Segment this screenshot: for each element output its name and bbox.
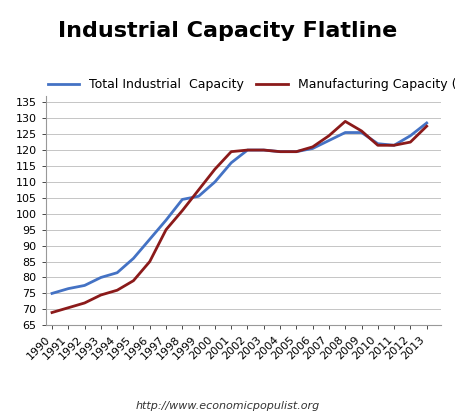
Total Industrial  Capacity bbox=[196, 194, 202, 199]
Total Industrial  Capacity bbox=[278, 149, 283, 154]
Total Industrial  Capacity bbox=[66, 286, 71, 291]
Total Industrial  Capacity bbox=[245, 148, 250, 153]
Manufacturing Capacity (NAICS) bbox=[212, 167, 217, 172]
Manufacturing Capacity (NAICS) bbox=[228, 149, 234, 154]
Total Industrial  Capacity bbox=[98, 275, 104, 280]
Total Industrial  Capacity bbox=[261, 148, 267, 153]
Total Industrial  Capacity bbox=[310, 146, 315, 151]
Manufacturing Capacity (NAICS) bbox=[326, 133, 332, 138]
Total Industrial  Capacity bbox=[49, 291, 55, 296]
Manufacturing Capacity (NAICS) bbox=[82, 301, 87, 306]
Manufacturing Capacity (NAICS) bbox=[359, 128, 364, 133]
Manufacturing Capacity (NAICS) bbox=[180, 208, 185, 213]
Total Industrial  Capacity bbox=[228, 160, 234, 165]
Legend: Total Industrial  Capacity, Manufacturing Capacity (NAICS): Total Industrial Capacity, Manufacturing… bbox=[43, 73, 455, 96]
Manufacturing Capacity (NAICS) bbox=[147, 259, 152, 264]
Total Industrial  Capacity bbox=[424, 121, 430, 126]
Text: Industrial Capacity Flatline: Industrial Capacity Flatline bbox=[58, 21, 397, 41]
Manufacturing Capacity (NAICS) bbox=[98, 292, 104, 297]
Total Industrial  Capacity bbox=[82, 283, 87, 288]
Total Industrial  Capacity bbox=[326, 138, 332, 143]
Manufacturing Capacity (NAICS) bbox=[424, 124, 430, 129]
Line: Manufacturing Capacity (NAICS): Manufacturing Capacity (NAICS) bbox=[52, 121, 427, 312]
Total Industrial  Capacity bbox=[391, 143, 397, 148]
Manufacturing Capacity (NAICS) bbox=[261, 148, 267, 153]
Total Industrial  Capacity bbox=[212, 179, 217, 184]
Total Industrial  Capacity bbox=[343, 130, 348, 135]
Line: Total Industrial  Capacity: Total Industrial Capacity bbox=[52, 123, 427, 294]
Total Industrial  Capacity bbox=[180, 197, 185, 202]
Total Industrial  Capacity bbox=[131, 256, 136, 261]
Manufacturing Capacity (NAICS) bbox=[49, 310, 55, 315]
Manufacturing Capacity (NAICS) bbox=[278, 149, 283, 154]
Manufacturing Capacity (NAICS) bbox=[391, 143, 397, 148]
Manufacturing Capacity (NAICS) bbox=[163, 227, 169, 232]
Manufacturing Capacity (NAICS) bbox=[115, 288, 120, 293]
Total Industrial  Capacity bbox=[163, 218, 169, 223]
Manufacturing Capacity (NAICS) bbox=[293, 149, 299, 154]
Manufacturing Capacity (NAICS) bbox=[245, 148, 250, 153]
Total Industrial  Capacity bbox=[359, 130, 364, 135]
Total Industrial  Capacity bbox=[147, 237, 152, 242]
Manufacturing Capacity (NAICS) bbox=[310, 144, 315, 149]
Manufacturing Capacity (NAICS) bbox=[131, 278, 136, 283]
Total Industrial  Capacity bbox=[408, 133, 413, 138]
Manufacturing Capacity (NAICS) bbox=[343, 119, 348, 124]
Total Industrial  Capacity bbox=[293, 149, 299, 154]
Manufacturing Capacity (NAICS) bbox=[408, 140, 413, 145]
Total Industrial  Capacity bbox=[375, 141, 380, 146]
Manufacturing Capacity (NAICS) bbox=[375, 143, 380, 148]
Total Industrial  Capacity bbox=[115, 270, 120, 275]
Manufacturing Capacity (NAICS) bbox=[66, 305, 71, 310]
Text: http://www.economicpopulist.org: http://www.economicpopulist.org bbox=[136, 401, 319, 411]
Manufacturing Capacity (NAICS) bbox=[196, 187, 202, 192]
